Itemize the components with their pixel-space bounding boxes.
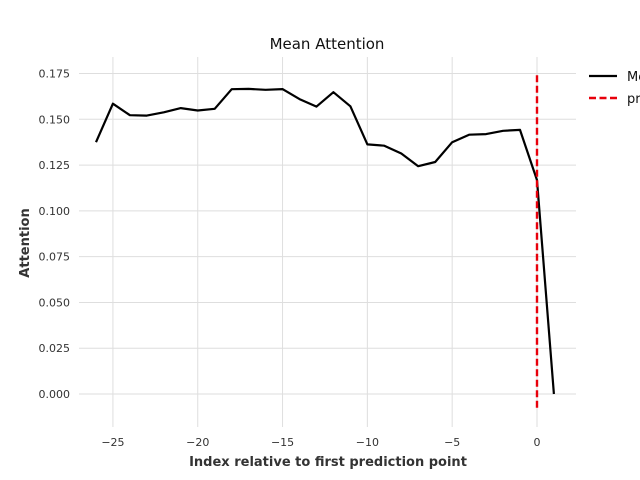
- x-tick-label: −15: [271, 436, 294, 449]
- x-tick-label: 0: [533, 436, 540, 449]
- x-tick-label: −25: [101, 436, 124, 449]
- y-tick-label: 0.150: [39, 113, 71, 126]
- y-tick-label: 0.100: [39, 205, 71, 218]
- y-tick-label: 0.050: [39, 296, 71, 309]
- x-axis-ticks: −25 −20 −15 −10 −5 0: [101, 436, 540, 449]
- legend-label-pr: pr: [627, 92, 640, 107]
- y-tick-label: 0.075: [39, 251, 71, 264]
- y-tick-label: 0.000: [39, 388, 71, 401]
- y-axis-label: Attention: [18, 208, 33, 277]
- x-tick-label: −10: [356, 436, 379, 449]
- x-axis-label: Index relative to first prediction point: [189, 455, 467, 470]
- series-line-me: [94, 87, 555, 395]
- x-tick-label: −5: [444, 436, 460, 449]
- x-tick-label: −20: [186, 436, 209, 449]
- y-tick-label: 0.175: [39, 67, 71, 80]
- legend: Me pr: [589, 70, 640, 107]
- legend-label-me: Me: [627, 70, 640, 85]
- y-axis-ticks: 0.000 0.025 0.050 0.075 0.100 0.125 0.150 0.175: [39, 67, 71, 401]
- series-layer: [94, 74, 555, 408]
- y-tick-label: 0.025: [39, 342, 71, 355]
- y-tick-label: 0.125: [39, 159, 71, 172]
- grid: [79, 57, 576, 427]
- chart-title: Mean Attention: [270, 35, 385, 53]
